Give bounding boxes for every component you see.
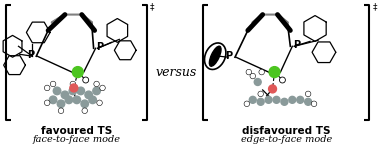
Circle shape [311, 101, 317, 107]
Text: edge-to-face mode: edge-to-face mode [241, 134, 332, 144]
Circle shape [281, 98, 288, 105]
Circle shape [73, 96, 81, 104]
Circle shape [269, 67, 280, 78]
Circle shape [83, 77, 89, 83]
Text: P: P [27, 50, 34, 60]
Circle shape [289, 96, 296, 103]
Circle shape [279, 77, 285, 83]
Circle shape [65, 96, 73, 104]
Circle shape [297, 96, 304, 103]
Circle shape [259, 69, 265, 75]
Circle shape [305, 98, 311, 105]
Circle shape [93, 87, 100, 95]
Circle shape [258, 91, 263, 97]
Circle shape [269, 85, 276, 93]
Circle shape [44, 100, 50, 106]
Circle shape [97, 100, 102, 106]
Text: versus: versus [156, 66, 197, 79]
Circle shape [53, 87, 61, 95]
Circle shape [82, 108, 87, 114]
Ellipse shape [209, 46, 221, 66]
Circle shape [89, 96, 96, 104]
Text: P: P [226, 51, 232, 61]
Circle shape [273, 96, 280, 103]
Circle shape [250, 73, 256, 79]
Circle shape [85, 91, 93, 99]
Text: ‡: ‡ [372, 3, 377, 12]
Circle shape [61, 91, 69, 99]
Text: P: P [96, 42, 103, 52]
Circle shape [254, 79, 261, 86]
Text: disfavoured TS: disfavoured TS [242, 126, 331, 136]
Text: favoured TS: favoured TS [41, 126, 112, 136]
Circle shape [100, 85, 105, 91]
Circle shape [72, 67, 83, 78]
Circle shape [70, 84, 78, 92]
Circle shape [246, 69, 252, 75]
Text: P: P [293, 40, 300, 50]
Circle shape [50, 96, 57, 104]
Text: face-to-face mode: face-to-face mode [33, 134, 121, 144]
Circle shape [57, 100, 65, 108]
Circle shape [257, 98, 264, 105]
Circle shape [69, 87, 77, 95]
Circle shape [265, 96, 272, 103]
Circle shape [58, 108, 64, 114]
Circle shape [305, 91, 311, 97]
Circle shape [249, 96, 256, 103]
Circle shape [81, 100, 88, 108]
Text: ‡: ‡ [150, 3, 155, 12]
Circle shape [244, 101, 249, 107]
Circle shape [77, 87, 85, 95]
Circle shape [44, 85, 50, 91]
Circle shape [70, 81, 76, 87]
Circle shape [94, 81, 99, 87]
Circle shape [50, 81, 56, 87]
